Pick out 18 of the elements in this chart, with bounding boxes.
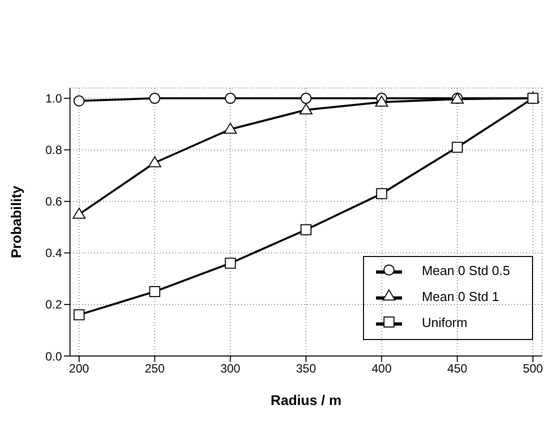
y-tick-label: 0.6 [45, 194, 62, 209]
y-tick-label: 0.2 [45, 298, 62, 312]
y-tick-label: 0.8 [45, 143, 62, 158]
x-tick-label: 500 [522, 362, 544, 376]
x-axis-title: Radius / m [270, 392, 342, 408]
y-tick-label: 0.0 [45, 349, 62, 364]
x-tick-label: 200 [69, 362, 90, 376]
legend-label: Uniform [422, 315, 468, 330]
x-tick-label: 350 [296, 362, 316, 376]
x-tick-label: 450 [447, 362, 468, 376]
y-tick-label: 1.0 [45, 92, 62, 106]
y-axis-title: Probability [8, 186, 24, 258]
x-tick-label: 250 [144, 362, 166, 376]
x-tick-label: 300 [220, 362, 241, 376]
y-tick-label: 0.4 [45, 246, 62, 260]
x-tick-label: 400 [372, 362, 392, 376]
legend-label: Mean 0 Std 0.5 [422, 263, 510, 278]
legend-label: Mean 0 Std 1 [422, 289, 500, 304]
